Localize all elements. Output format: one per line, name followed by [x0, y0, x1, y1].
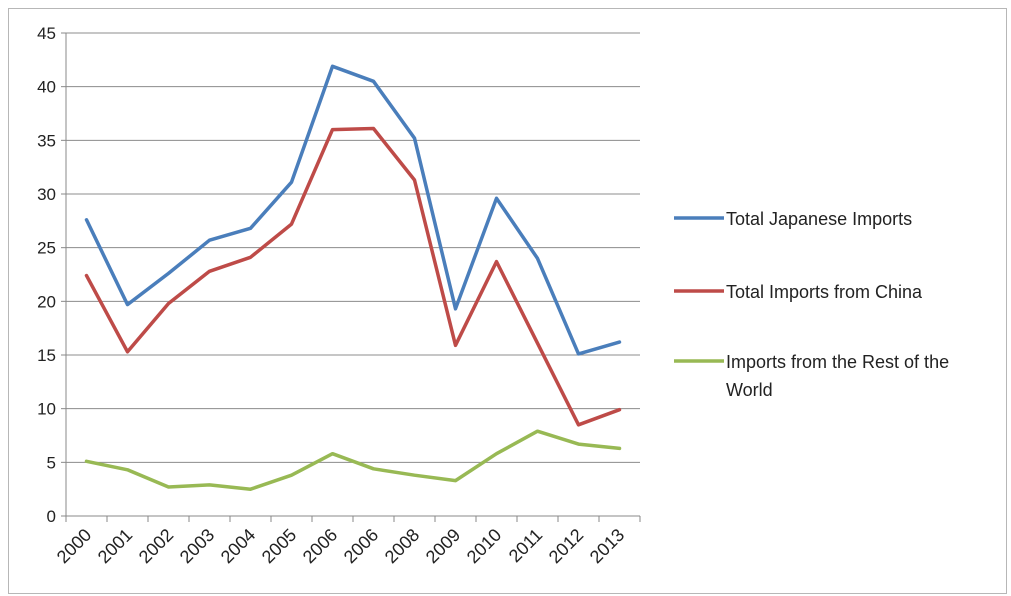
y-tick-label: 30 — [37, 185, 56, 204]
series-line-2 — [84, 126, 622, 427]
legend-label-3: World — [726, 380, 773, 400]
y-tick-label: 35 — [37, 131, 56, 150]
y-tick-label: 40 — [37, 78, 56, 97]
x-tick-label: 2000 — [53, 525, 95, 567]
y-tick-label: 20 — [37, 292, 56, 311]
x-tick-label: 2006 — [340, 525, 382, 567]
x-tick-label: 2005 — [258, 525, 300, 567]
legend-label-1: Total Japanese Imports — [726, 209, 912, 229]
x-tick-label: 2009 — [422, 525, 464, 567]
x-tick-label: 2011 — [505, 525, 547, 567]
series-line-1 — [84, 64, 622, 356]
x-tick-label: 2012 — [545, 525, 587, 567]
x-tick-label: 2003 — [176, 525, 218, 567]
x-tick-label: 2006 — [299, 525, 341, 567]
x-tick-label: 2001 — [94, 525, 136, 567]
legend-label-2: Total Imports from China — [726, 282, 923, 302]
x-tick-label: 2002 — [135, 525, 177, 567]
y-tick-label: 10 — [37, 400, 56, 419]
y-tick-label: 45 — [37, 24, 56, 43]
y-tick-label: 5 — [47, 453, 56, 472]
y-tick-label: 25 — [37, 239, 56, 258]
x-tick-label: 2010 — [463, 525, 505, 567]
x-tick-label: 2004 — [217, 525, 259, 567]
x-tick-label: 2008 — [381, 525, 423, 567]
y-tick-label: 0 — [47, 507, 56, 526]
x-tick-label: 2013 — [586, 525, 628, 567]
y-tick-label: 15 — [37, 346, 56, 365]
series-line-3 — [84, 429, 622, 491]
legend-label-3: Imports from the Rest of the — [726, 352, 949, 372]
